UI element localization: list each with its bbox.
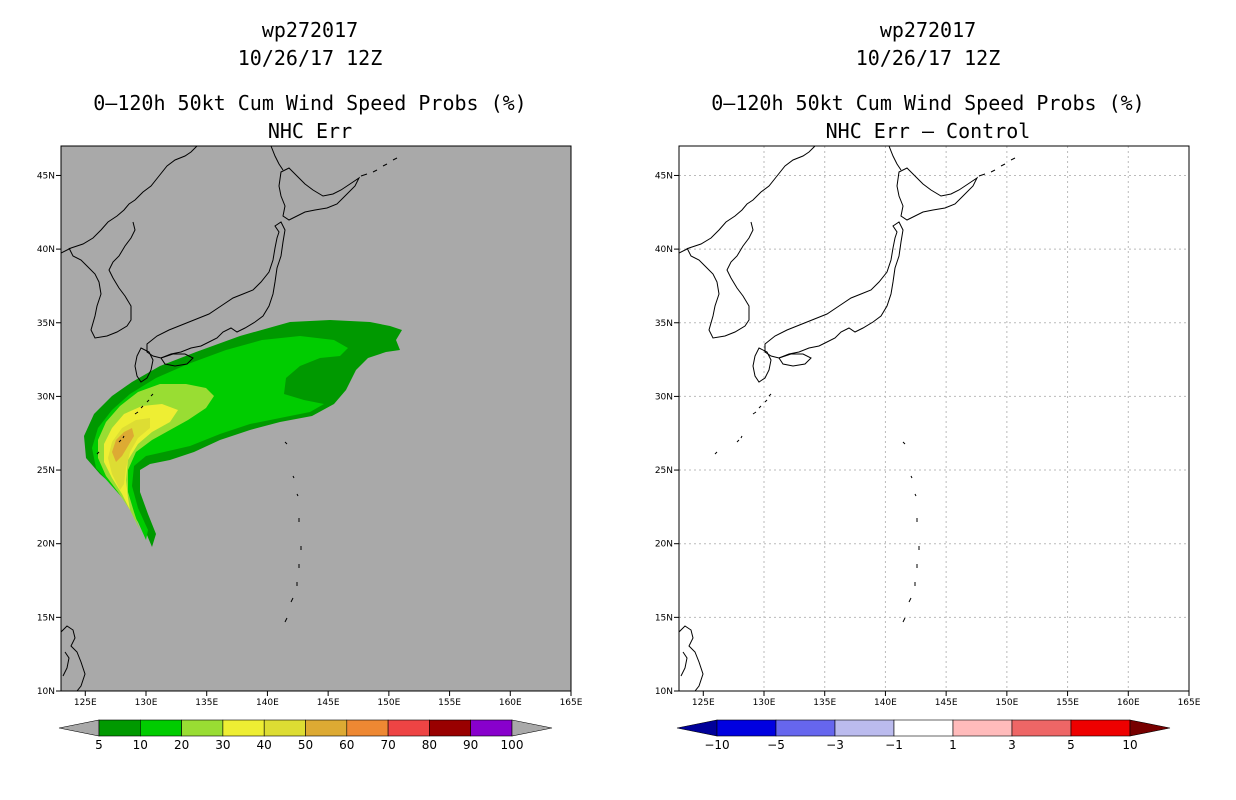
colorbar-swatch: [1011, 719, 1072, 737]
colorbar-label: −3: [826, 738, 844, 752]
colorbar-swatch: [263, 719, 306, 737]
colorbar-swatch: [1070, 719, 1131, 737]
lat-tick-label: 45N: [655, 171, 673, 181]
colorbar-label: 70: [380, 738, 395, 752]
lon-tick-label: 140E: [874, 698, 897, 708]
left-datetime: 10/26/17 12Z: [237, 46, 383, 70]
right-map-panel: 125E 130E 135E 140E 145E 150E 155E 160E 165E 45N 4…: [655, 145, 1201, 708]
lon-tick-label: 130E: [753, 698, 776, 708]
colorbar-swatch: [470, 719, 513, 737]
lon-tick-label: 125E: [692, 698, 715, 708]
lat-tick-label: 45N: [37, 171, 55, 181]
colorbar-swatch: [429, 719, 471, 737]
right-colorbar: −10 −5 −3 −1 1 3 5 10: [676, 719, 1171, 752]
contour-50: [112, 428, 134, 462]
colorbar-label: 5: [95, 738, 103, 752]
lat-tick-label: 40N: [37, 245, 55, 255]
colorbar-swatch: [834, 719, 895, 737]
contour-40: [108, 418, 150, 490]
lat-tick-label: 30N: [655, 392, 673, 402]
colorbar-label: 3: [1008, 738, 1016, 752]
lon-tick-label: 160E: [499, 698, 522, 708]
lon-tick-label: 135E: [195, 698, 218, 708]
colorbar-swatch: [952, 719, 1013, 737]
right-subtitle: NHC Err – Control: [825, 119, 1031, 143]
lon-tick-label: 155E: [1056, 698, 1079, 708]
left-subtitle: NHC Err: [267, 119, 353, 143]
colorbar-label: 30: [215, 738, 230, 752]
colorbar-label: 20: [174, 738, 189, 752]
lon-tick-label: 150E: [995, 698, 1018, 708]
lon-tick-label: 130E: [135, 698, 158, 708]
lon-tick-label: 135E: [813, 698, 836, 708]
colorbar-swatch: [775, 719, 836, 737]
lat-tick-label: 25N: [37, 466, 55, 476]
colorbar-label: 90: [463, 738, 478, 752]
right-datetime: 10/26/17 12Z: [855, 46, 1001, 70]
right-product-title: 0–120h 50kt Cum Wind Speed Probs (%): [711, 91, 1145, 115]
left-axis-ticks: 125E 130E 135E 140E 145E 150E 155E 160E 165E 45N 4…: [37, 171, 583, 708]
right-map-frame: [678, 145, 1190, 692]
colorbar-swatch: [893, 719, 954, 737]
lat-tick-label: 25N: [655, 466, 673, 476]
colorbar-label: 80: [422, 738, 437, 752]
lat-tick-label: 40N: [655, 245, 673, 255]
colorbar-swatch: [346, 719, 389, 737]
colorbar-label: 50: [298, 738, 313, 752]
colorbar-label: 60: [339, 738, 354, 752]
lon-tick-label: 155E: [438, 698, 461, 708]
colorbar-swatch: [387, 719, 430, 737]
colorbar-label: 1: [949, 738, 957, 752]
left-storm-id: wp272017: [261, 18, 359, 42]
colorbar-swatch: [305, 719, 348, 737]
lon-tick-label: 165E: [560, 698, 583, 708]
lon-tick-label: 160E: [1117, 698, 1140, 708]
colorbar-end-left: [676, 719, 718, 737]
left-map-frame: [60, 145, 572, 692]
lon-tick-label: 145E: [935, 698, 958, 708]
lon-tick-label: 145E: [317, 698, 340, 708]
left-colorbar: 5 10 20 30 40 50 60 70 80 90 100: [58, 719, 553, 752]
colorbar-label: −1: [885, 738, 903, 752]
colorbar-label: 40: [257, 738, 272, 752]
lon-tick-label: 165E: [1178, 698, 1201, 708]
colorbar-swatch: [716, 719, 777, 737]
lon-tick-label: 150E: [377, 698, 400, 708]
lat-tick-label: 35N: [37, 319, 55, 329]
lat-tick-label: 15N: [37, 613, 55, 623]
left-product-title: 0–120h 50kt Cum Wind Speed Probs (%): [93, 91, 527, 115]
lat-tick-label: 20N: [655, 540, 673, 550]
lat-tick-label: 10N: [655, 687, 673, 697]
right-storm-id: wp272017: [879, 18, 977, 42]
colorbar-label: −10: [704, 738, 729, 752]
lat-tick-label: 10N: [37, 687, 55, 697]
lat-tick-label: 30N: [37, 392, 55, 402]
right-gridlines: [679, 146, 1189, 691]
left-map-panel: 125E 130E 135E 140E 145E 150E 155E 160E 165E 45N 4…: [37, 145, 583, 708]
colorbar-swatch: [181, 719, 224, 737]
colorbar-label: −5: [767, 738, 785, 752]
colorbar-swatch: [140, 719, 182, 737]
colorbar-end-left: [58, 719, 100, 737]
lon-tick-label: 125E: [74, 698, 97, 708]
colorbar-end-right: [511, 719, 553, 737]
colorbar-label: 100: [501, 738, 524, 752]
colorbar-label: 10: [133, 738, 148, 752]
right-axis-ticks: 125E 130E 135E 140E 145E 150E 155E 160E 165E 45N 4…: [655, 171, 1201, 708]
left-probability-contours: [61, 146, 402, 691]
right-map-background: [679, 146, 1189, 691]
lat-tick-label: 15N: [655, 613, 673, 623]
colorbar-label: 5: [1067, 738, 1075, 752]
colorbar-label: 10: [1122, 738, 1137, 752]
colorbar-end-right: [1129, 719, 1171, 737]
colorbar-swatch: [98, 719, 141, 737]
lon-tick-label: 140E: [256, 698, 279, 708]
colorbar-swatch: [222, 719, 265, 737]
lat-tick-label: 35N: [655, 319, 673, 329]
lat-tick-label: 20N: [37, 540, 55, 550]
